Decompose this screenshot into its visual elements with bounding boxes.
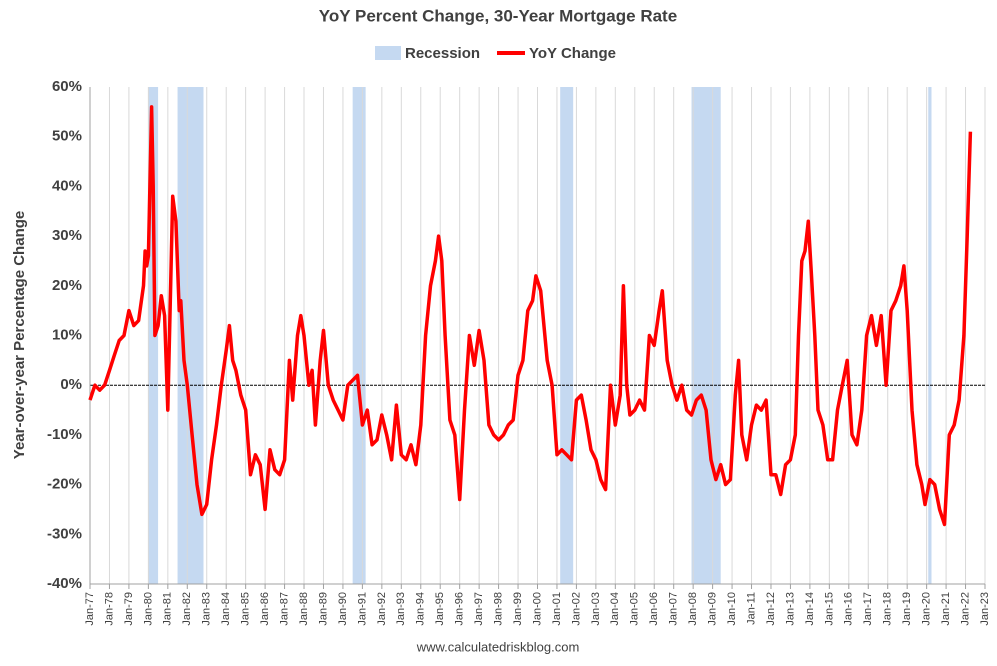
x-tick-label: Jan-12 xyxy=(765,592,777,626)
x-tick-label: Jan-16 xyxy=(843,592,855,626)
x-tick-label: Jan-77 xyxy=(84,592,96,626)
x-tick-label: Jan-23 xyxy=(979,592,991,626)
x-tick-label: Jan-94 xyxy=(415,592,427,626)
x-tick-label: Jan-09 xyxy=(707,592,719,626)
x-tick-label: Jan-98 xyxy=(492,592,504,626)
x-tick-label: Jan-20 xyxy=(921,592,933,626)
y-tick-label: 20% xyxy=(52,277,82,294)
recession-band xyxy=(352,87,366,584)
x-tick-label: Jan-97 xyxy=(473,592,485,626)
x-tick-label: Jan-89 xyxy=(317,592,329,626)
x-tick-label: Jan-83 xyxy=(201,592,213,626)
x-tick-label: Jan-99 xyxy=(512,592,524,626)
x-tick-label: Jan-22 xyxy=(959,592,971,626)
legend-label: Recession xyxy=(405,45,480,62)
y-tick-label: -30% xyxy=(47,525,82,542)
y-tick-label: -20% xyxy=(47,476,82,493)
recession-band xyxy=(928,87,932,584)
x-tick-label: Jan-03 xyxy=(590,592,602,626)
y-tick-label: 60% xyxy=(52,78,82,95)
x-tick-label: Jan-86 xyxy=(259,592,271,626)
line xyxy=(88,105,973,527)
x-tick-label: Jan-88 xyxy=(298,592,310,626)
x-tick-label: Jan-14 xyxy=(804,592,816,626)
y-axis-label: Year-over-year Percentage Change xyxy=(11,211,28,459)
y-tick-label: 0% xyxy=(60,376,82,393)
chart-title: YoY Percent Change, 30-Year Mortgage Rat… xyxy=(319,6,677,25)
x-tick-label: Jan-84 xyxy=(220,592,232,626)
x-tick-label: Jan-01 xyxy=(551,592,563,626)
x-tick-label: Jan-04 xyxy=(609,592,621,626)
x-tick-label: Jan-87 xyxy=(278,592,290,626)
x-tick-label: Jan-15 xyxy=(823,592,835,626)
y-tick-label: 40% xyxy=(52,177,82,194)
x-tick-label: Jan-80 xyxy=(142,592,154,626)
x-tick-label: Jan-05 xyxy=(629,592,641,626)
x-tick-label: Jan-08 xyxy=(687,592,699,626)
x-tick-label: Jan-78 xyxy=(103,592,115,626)
x-tick-label: Jan-18 xyxy=(882,592,894,626)
x-tick-label: Jan-02 xyxy=(570,592,582,626)
x-tick-label: Jan-90 xyxy=(337,592,349,626)
x-tick-label: Jan-79 xyxy=(123,592,135,626)
x-tick-label: Jan-17 xyxy=(862,592,874,626)
y-tick-label: 10% xyxy=(52,326,82,343)
recession-band xyxy=(691,87,721,584)
y-tick-label: -40% xyxy=(47,575,82,592)
source: www.calculatedriskblog.com xyxy=(416,639,580,654)
x-tick-label: Jan-10 xyxy=(726,592,738,626)
x-tick-label: Jan-96 xyxy=(454,592,466,626)
x-tick-label: Jan-81 xyxy=(162,592,174,626)
x-tick-label: Jan-93 xyxy=(395,592,407,626)
x-tick-label: Jan-21 xyxy=(940,592,952,626)
x-tick-label: Jan-82 xyxy=(181,592,193,626)
x-tick-label: Jan-00 xyxy=(531,592,543,626)
x-tick-label: Jan-13 xyxy=(784,592,796,626)
x-tick-label: Jan-95 xyxy=(434,592,446,626)
recession-band xyxy=(560,87,574,584)
x-tick-label: Jan-92 xyxy=(376,592,388,626)
y-tick-label: -10% xyxy=(47,426,82,443)
legend-label: YoY Change xyxy=(529,45,616,62)
x-tick-label: Jan-07 xyxy=(668,592,680,626)
x-tick-label: Jan-85 xyxy=(240,592,252,626)
y-tick-label: 30% xyxy=(52,227,82,244)
x-tick-label: Jan-19 xyxy=(901,592,913,626)
x-tick-label: Jan-91 xyxy=(356,592,368,626)
x-tick-label: Jan-11 xyxy=(745,592,757,625)
legend-swatch xyxy=(375,46,401,60)
x-tick-label: Jan-06 xyxy=(648,592,660,626)
y-tick-label: 50% xyxy=(52,128,82,145)
